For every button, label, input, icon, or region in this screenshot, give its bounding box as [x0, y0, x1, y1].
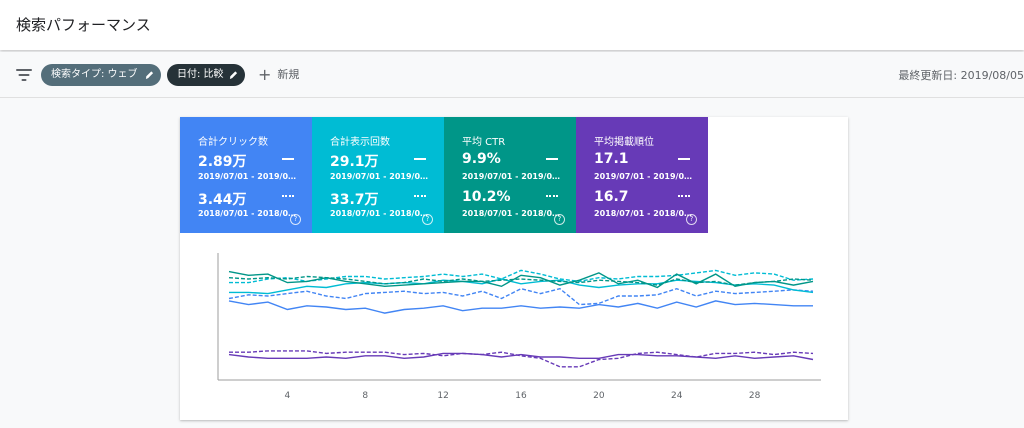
x-tick-label: 8 — [362, 391, 368, 401]
series-line-5 — [228, 270, 814, 289]
metric-name: 平均 CTR — [462, 137, 506, 148]
series-line-6 — [228, 275, 814, 286]
help-icon[interactable]: ? — [554, 214, 565, 225]
date-chip[interactable]: 日付: 比較 — [167, 64, 245, 86]
metric-name: 合計表示回数 — [330, 137, 390, 148]
series-line-3 — [229, 278, 814, 295]
date-chip-label: 日付: 比較 — [177, 69, 224, 80]
dashed-line-legend-icon — [414, 195, 426, 197]
help-icon[interactable]: ? — [290, 214, 301, 225]
page-title: 検索パフォーマンス — [16, 16, 151, 34]
metric-previous-value: 3.44万 — [198, 192, 247, 208]
dashed-line-legend-icon — [678, 195, 690, 197]
series-line-4 — [229, 269, 814, 284]
metric-tile-clicks[interactable]: 合計クリック数 2.89万 2019/07/01 - 2019/07/31 3.44万… — [180, 117, 312, 233]
solid-line-legend-icon — [546, 158, 558, 160]
search-type-chip-label: 検索タイプ: ウェブ — [51, 69, 138, 80]
metric-previous-range: 2018/07/01 - 2018/07/31 — [198, 209, 298, 218]
performance-card: 合計クリック数 2.89万 2019/07/01 - 2019/07/31 3.44万… — [180, 117, 848, 420]
help-icon[interactable]: ? — [422, 214, 433, 225]
add-filter-button[interactable]: + 新規 — [258, 64, 299, 86]
metric-current-range: 2019/07/01 - 2019/07/31 — [462, 172, 562, 181]
metric-current-range: 2019/07/01 - 2019/07/31 — [594, 172, 694, 181]
metric-previous-value: 10.2% — [462, 189, 511, 205]
performance-chart: 4 8 12 16 20 24 28 — [217, 253, 821, 401]
solid-line-legend-icon — [414, 158, 426, 160]
pencil-icon — [229, 71, 238, 79]
metric-name: 平均掲載順位 — [594, 137, 654, 148]
x-tick-label: 28 — [749, 391, 761, 401]
solid-line-legend-icon — [678, 158, 690, 160]
x-tick-label: 12 — [437, 391, 448, 401]
x-tick-label: 20 — [593, 391, 605, 401]
dashed-line-legend-icon — [546, 195, 558, 197]
x-tick-label: 16 — [515, 391, 527, 401]
pencil-icon — [145, 71, 154, 79]
help-icon[interactable]: ? — [686, 214, 697, 225]
metric-previous-range: 2018/07/01 - 2018/07/31 — [594, 209, 694, 218]
x-tick-label: 4 — [285, 391, 291, 401]
metric-current-value: 2.89万 — [198, 154, 247, 170]
metric-tile-position[interactable]: 平均掲載順位 17.1 2019/07/01 - 2019/07/31 16.7 201… — [576, 117, 708, 233]
dashed-line-legend-icon — [282, 195, 294, 197]
metric-current-range: 2019/07/01 - 2019/07/31 — [198, 172, 298, 181]
metric-previous-value: 33.7万 — [330, 192, 379, 208]
metric-tile-impressions[interactable]: 合計表示回数 29.1万 2019/07/01 - 2019/07/31 33.7万 2… — [312, 117, 444, 233]
series-line-7 — [228, 352, 814, 361]
add-filter-label: 新規 — [277, 68, 300, 81]
metric-current-value: 17.1 — [594, 151, 629, 167]
top-bar: 検索パフォーマンス — [0, 0, 1024, 50]
metric-current-range: 2019/07/01 - 2019/07/31 — [330, 172, 430, 181]
metric-previous-range: 2018/07/01 - 2018/07/31 — [462, 209, 562, 218]
series-line-1 — [228, 300, 813, 314]
plus-icon: + — [258, 65, 272, 84]
metric-current-value: 9.9% — [462, 151, 501, 167]
metric-name: 合計クリック数 — [198, 137, 268, 148]
metric-tile-ctr[interactable]: 平均 CTR 9.9% 2019/07/01 - 2019/07/31 10.2% 20… — [444, 117, 576, 233]
x-tick-label: 24 — [671, 391, 683, 401]
series-line-2 — [228, 287, 814, 306]
filter-bar: 検索タイプ: ウェブ 日付: 比較 + 新規 — [0, 52, 1024, 98]
metric-previous-value: 16.7 — [594, 189, 629, 205]
metric-previous-range: 2018/07/01 - 2018/07/31 — [330, 209, 430, 218]
filter-icon[interactable] — [16, 69, 32, 81]
metric-current-value: 29.1万 — [330, 154, 379, 170]
search-type-chip[interactable]: 検索タイプ: ウェブ — [41, 64, 161, 86]
last-updated: 最終更新日: 2019/08/05 — [898, 69, 1024, 82]
series-line-8 — [229, 350, 814, 368]
solid-line-legend-icon — [282, 158, 294, 160]
